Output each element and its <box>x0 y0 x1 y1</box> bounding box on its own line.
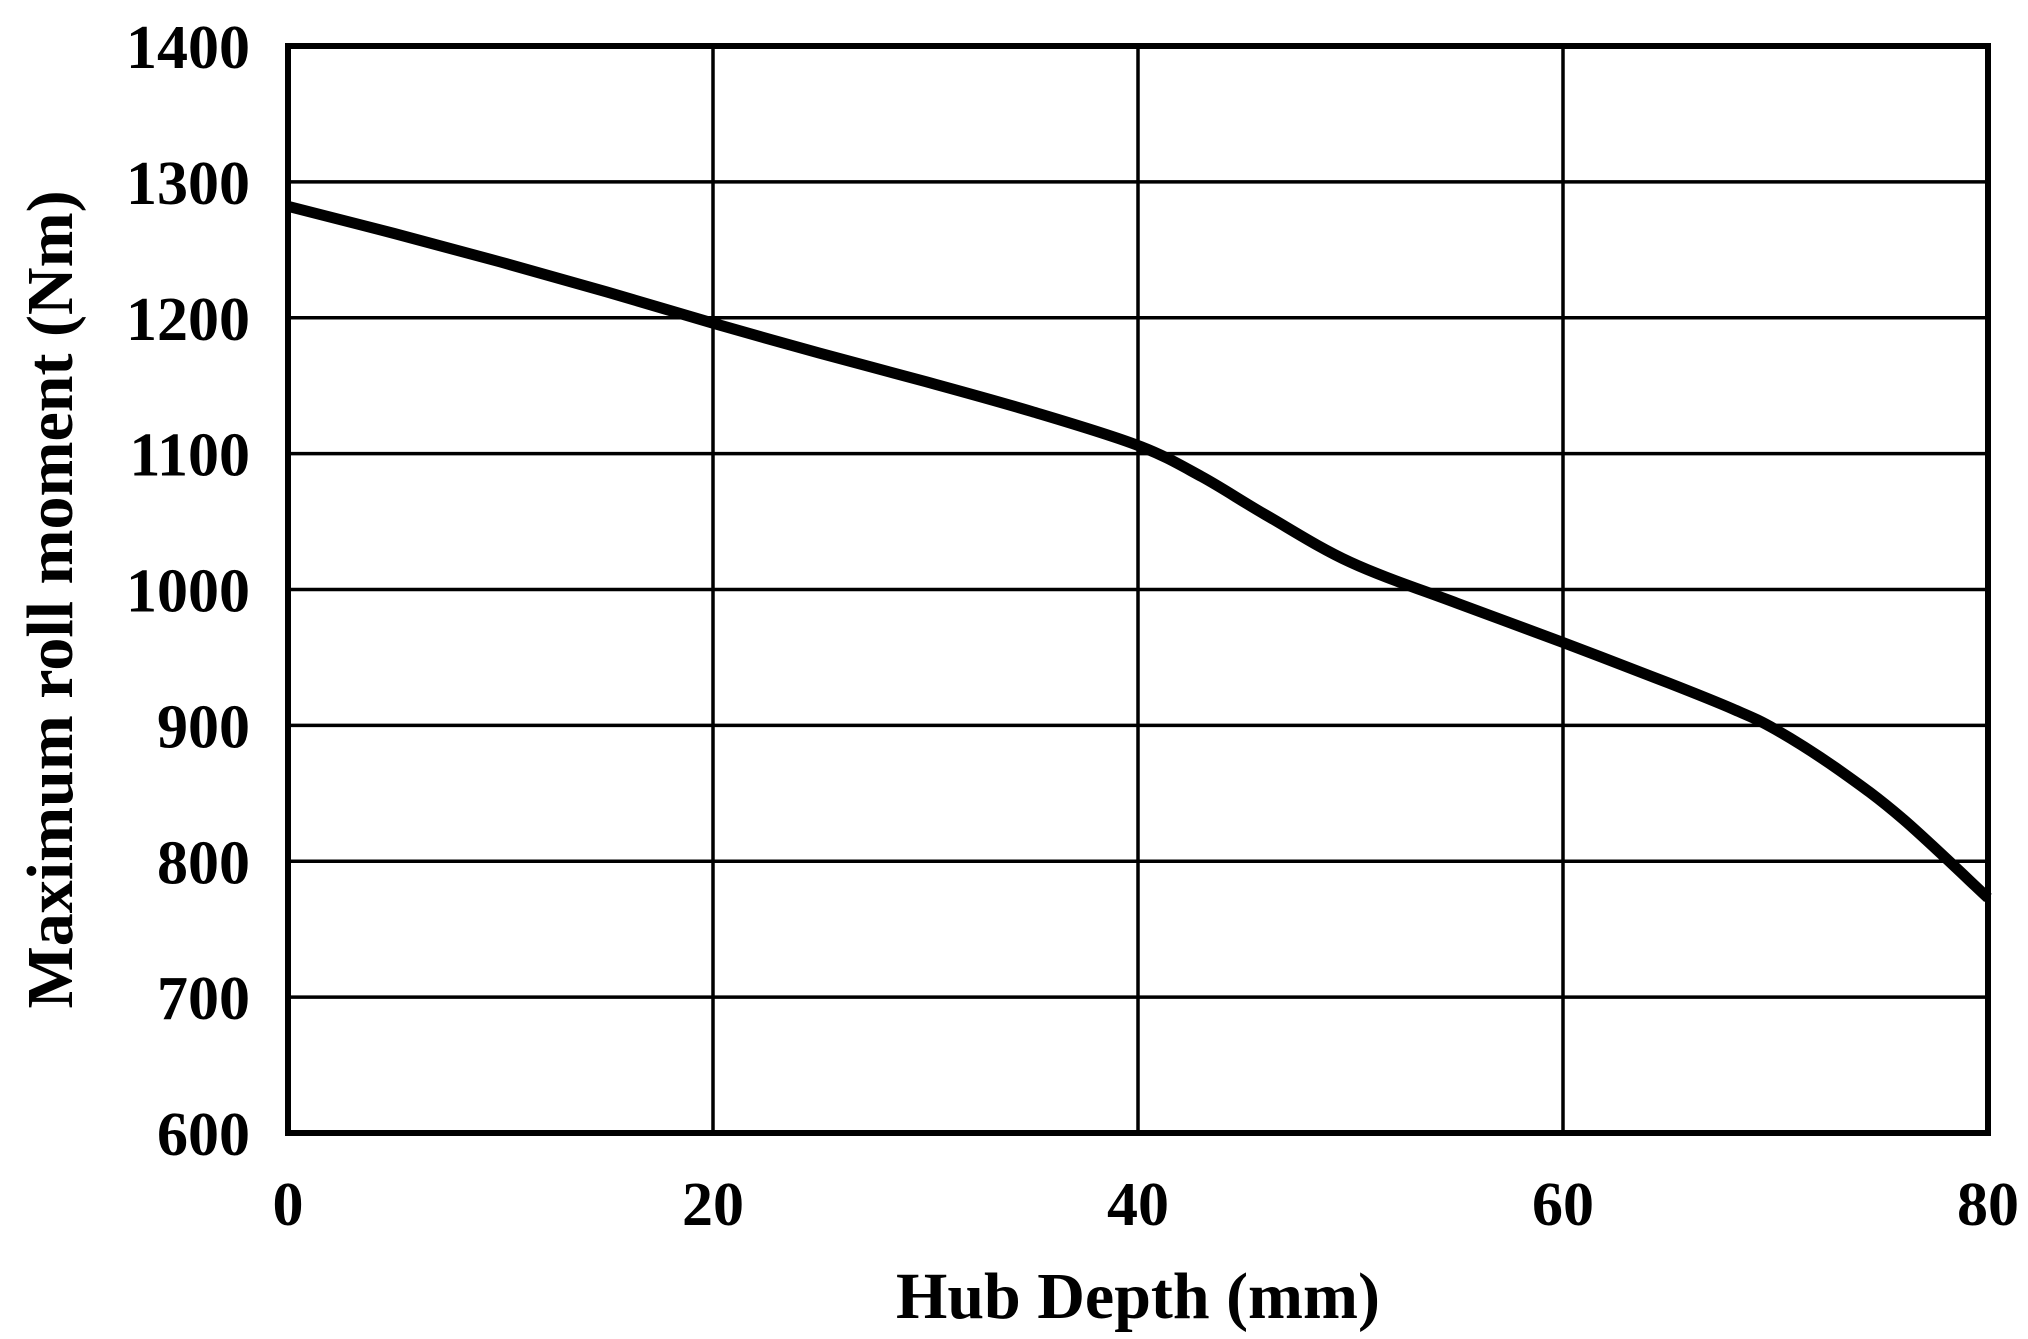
y-tick-label: 1200 <box>126 286 250 354</box>
y-tick-label: 900 <box>157 693 250 761</box>
y-tick-label: 1100 <box>129 422 250 490</box>
x-tick-label: 60 <box>1532 1171 1594 1239</box>
x-tick-label: 80 <box>1957 1171 2019 1239</box>
x-tick-labels: 0 20 40 60 80 <box>273 1171 2020 1239</box>
y-tick-label: 1400 <box>126 14 250 82</box>
x-tick-label: 40 <box>1107 1171 1169 1239</box>
x-tick-label: 0 <box>273 1171 304 1239</box>
y-tick-label: 1300 <box>126 150 250 218</box>
x-tick-label: 20 <box>682 1171 744 1239</box>
y-axis-label: Maximum roll moment (Nm) <box>14 190 87 1008</box>
y-tick-label: 600 <box>157 1101 250 1169</box>
y-tick-label: 700 <box>157 965 250 1033</box>
plot-frame <box>285 43 1991 1136</box>
y-tick-labels: 600 700 800 900 1000 1100 1200 1300 1400 <box>126 14 250 1169</box>
y-tick-label: 800 <box>157 829 250 897</box>
horizontal-gridlines <box>288 180 1988 999</box>
x-axis-label: Hub Depth (mm) <box>896 1260 1380 1333</box>
y-tick-label: 1000 <box>126 558 250 626</box>
series-line <box>286 200 1992 902</box>
